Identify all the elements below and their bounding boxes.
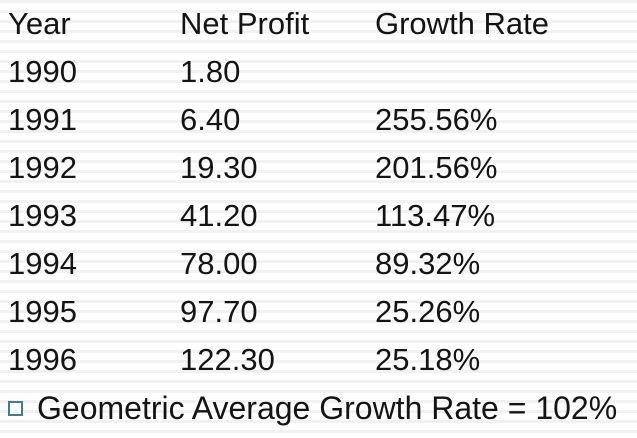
column-header-growth-rate: Growth Rate	[375, 6, 550, 41]
growth-rate-cell: 255.56%	[375, 102, 498, 137]
table-row: 1990 1.80	[0, 48, 637, 96]
square-bullet-icon	[8, 400, 23, 416]
year-cell: 1995	[8, 294, 77, 329]
table-row: 1995 97.70 25.26%	[0, 288, 637, 336]
net-profit-cell: 78.00	[180, 246, 258, 281]
net-profit-cell: 1.80	[180, 54, 241, 89]
net-profit-cell: 97.70	[180, 294, 258, 329]
net-profit-cell: 19.30	[180, 150, 258, 185]
footer-bullet-line: Geometric Average Growth Rate = 102%	[0, 384, 637, 432]
table-row: 1993 41.20 113.47%	[0, 192, 637, 240]
column-header-year: Year	[8, 6, 71, 41]
growth-table: Year Net Profit Growth Rate 1990 1.80 19…	[0, 0, 637, 384]
growth-rate-cell: 89.32%	[375, 246, 481, 281]
table-header-row: Year Net Profit Growth Rate	[0, 0, 637, 48]
table-row: 1992 19.30 201.56%	[0, 144, 637, 192]
column-header-net-profit: Net Profit	[180, 6, 310, 41]
growth-rate-cell: 25.26%	[375, 294, 481, 329]
net-profit-cell: 41.20	[180, 198, 258, 233]
geometric-average-text: Geometric Average Growth Rate = 102%	[37, 389, 618, 426]
year-cell: 1990	[8, 54, 77, 89]
net-profit-cell: 6.40	[180, 102, 241, 137]
net-profit-cell: 122.30	[180, 342, 275, 377]
growth-rate-cell: 113.47%	[375, 198, 496, 233]
year-cell: 1993	[8, 198, 77, 233]
year-cell: 1994	[8, 246, 77, 281]
year-cell: 1996	[8, 342, 77, 377]
growth-rate-cell: 201.56%	[375, 150, 498, 185]
table-row: 1994 78.00 89.32%	[0, 240, 637, 288]
year-cell: 1992	[8, 150, 77, 185]
year-cell: 1991	[8, 102, 77, 137]
growth-rate-cell: 25.18%	[375, 342, 481, 377]
table-row: 1996 122.30 25.18%	[0, 336, 637, 384]
table-row: 1991 6.40 255.56%	[0, 96, 637, 144]
